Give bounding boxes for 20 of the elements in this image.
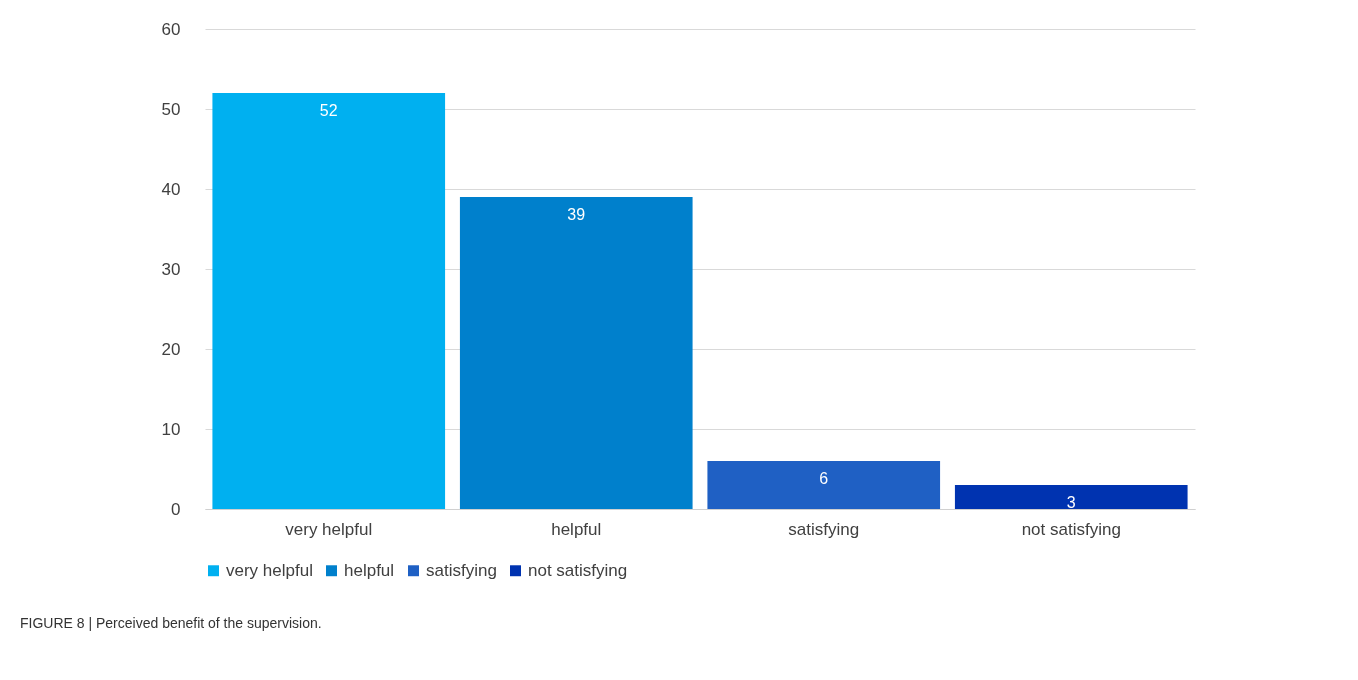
- y-tick-label: 50: [161, 99, 181, 119]
- data-label: 39: [567, 206, 586, 223]
- x-tick-label: very helpful: [285, 519, 373, 539]
- legend-label: satisfying: [426, 560, 497, 580]
- y-tick-label: 0: [171, 499, 181, 519]
- x-tick-label: helpful: [551, 519, 602, 539]
- x-tick-label: satisfying: [788, 519, 860, 539]
- y-tick-label: 40: [161, 179, 181, 199]
- y-tick-label: 30: [161, 259, 181, 279]
- caption: FIGURE 8 | Perceived benefit of the supervision.: [20, 615, 322, 631]
- data-label: 3: [1066, 494, 1076, 511]
- data-label: 6: [819, 470, 829, 487]
- data-label: 52: [319, 102, 338, 119]
- legend-label: very helpful: [226, 560, 313, 580]
- y-tick-label: 60: [161, 19, 181, 39]
- y-tick-label: 20: [161, 339, 181, 359]
- legend-label: helpful: [344, 560, 395, 580]
- x-tick-label: not satisfying: [1021, 519, 1121, 539]
- legend-label: not satisfying: [528, 560, 628, 580]
- y-tick-label: 10: [161, 419, 181, 439]
